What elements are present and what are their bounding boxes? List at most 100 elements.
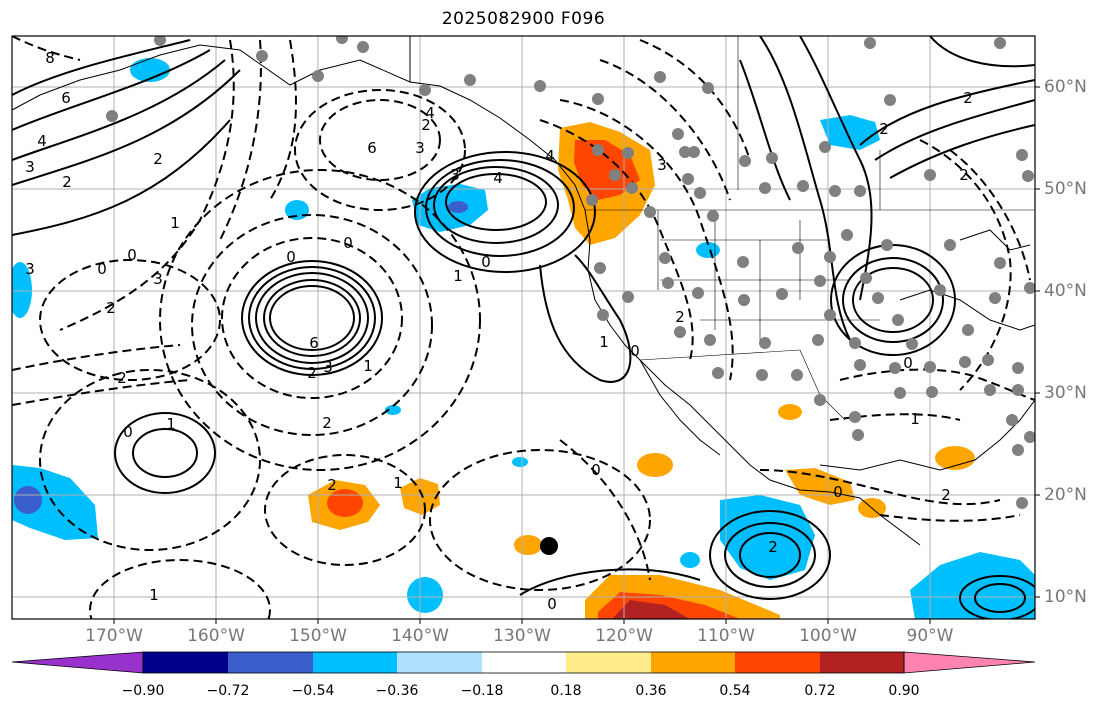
shade-negative-west xyxy=(12,465,98,540)
contour-label: 1 xyxy=(393,474,403,492)
contour-label: 0 xyxy=(547,595,557,613)
longitude-label: 90°W xyxy=(906,626,954,646)
contour-label: 6 xyxy=(309,334,319,352)
contour-label: 2 xyxy=(327,476,337,494)
latitude-label: 20°N xyxy=(1044,485,1087,505)
contour-label: 2 xyxy=(879,120,889,138)
contour-label: 3 xyxy=(323,358,333,376)
contour-labels: 8 6 4 3 2 2 1 0 3 0 3 2 6 3 2 4 3 4 6 3 … xyxy=(25,49,973,613)
longitude-label: 130°W xyxy=(493,626,551,646)
shade-negative-b xyxy=(130,58,170,82)
plot-frame xyxy=(11,35,1036,620)
shade-positive-south-deep xyxy=(612,600,690,619)
shade-positive-l xyxy=(935,446,975,470)
shade-positive-i xyxy=(778,404,802,420)
longitude-label: 100°W xyxy=(799,626,857,646)
contour-label: 2 xyxy=(941,486,951,504)
colorbar-tick-label: −0.72 xyxy=(206,683,250,699)
solid-contours xyxy=(12,36,1035,619)
contour-label: 3 xyxy=(25,260,35,278)
contour-label: 0 xyxy=(97,260,107,278)
contour-label: 2 xyxy=(963,89,973,107)
contour-label: 1 xyxy=(599,333,609,351)
contour-label: 4 xyxy=(545,147,555,165)
latitude-label: 30°N xyxy=(1044,383,1087,403)
latitude-label: 40°N xyxy=(1044,281,1087,301)
contour-label: 3 xyxy=(657,156,667,174)
coastlines xyxy=(12,36,1035,546)
contour-label: 3 xyxy=(415,139,425,157)
longitude-label: 110°W xyxy=(697,626,755,646)
contour-label: 2 xyxy=(117,369,127,387)
contour-label: 4 xyxy=(37,132,47,150)
shade-negative-west-core xyxy=(14,486,42,514)
latitude-label: 10°N xyxy=(1044,587,1087,607)
shade-negative-goa-core xyxy=(448,201,468,213)
contour-label: 0 xyxy=(127,246,137,264)
shade-negative-m xyxy=(407,577,443,613)
contour-label: 4 xyxy=(425,104,435,122)
shade-positive-j xyxy=(785,468,855,505)
shade-negative-o xyxy=(512,457,528,467)
contour-label: 0 xyxy=(833,483,843,501)
contour-label: 2 xyxy=(959,166,969,184)
contour-label: 3 xyxy=(25,158,35,176)
contour-label: 2 xyxy=(322,414,332,432)
shade-negative-p xyxy=(385,405,401,415)
contour-label: 0 xyxy=(903,354,913,372)
contour-label: 1 xyxy=(453,267,463,285)
colorbar-tick-label: 0.90 xyxy=(888,683,920,699)
contour-label: 2 xyxy=(106,299,116,317)
contour-label: 6 xyxy=(367,139,377,157)
colorbar-tick-label: 0.36 xyxy=(635,683,667,699)
contour-label: 2 xyxy=(153,150,163,168)
contour-label: 2 xyxy=(768,538,778,556)
shade-positive-h xyxy=(637,453,673,477)
colorbar-tick-label: −0.36 xyxy=(375,683,419,699)
contour-label: 1 xyxy=(363,357,373,375)
contour-label: 0 xyxy=(343,234,353,252)
contour-label: 0 xyxy=(123,423,133,441)
map-title: 2025082900 F096 xyxy=(441,9,606,29)
longitude-label: 140°W xyxy=(391,626,449,646)
shade-positive-g xyxy=(514,535,542,555)
longitude-label: 160°W xyxy=(187,626,245,646)
station-marker xyxy=(540,537,558,555)
shade-negative-n xyxy=(680,552,700,568)
contour-label: 3 xyxy=(450,166,460,184)
contour-label: 1 xyxy=(149,586,159,604)
colorbar-tick-label: 0.18 xyxy=(550,683,582,699)
contour-label: 2 xyxy=(675,308,685,326)
shade-negative-d xyxy=(696,242,720,258)
dashed-contours xyxy=(12,36,1035,619)
axis-ticks xyxy=(113,86,1040,624)
contour-label: 6 xyxy=(61,89,71,107)
contour-label: 2 xyxy=(62,173,72,191)
contour-label: 2 xyxy=(421,116,431,134)
colorbar-tick-label: −0.54 xyxy=(291,683,335,699)
latitude-label: 60°N xyxy=(1044,77,1087,97)
contour-label: 3 xyxy=(153,270,163,288)
shade-negative-carib xyxy=(910,552,1035,619)
contour-label: 0 xyxy=(286,248,296,266)
contour-label: 0 xyxy=(591,461,601,479)
longitude-label: 120°W xyxy=(595,626,653,646)
contour-label: 0 xyxy=(630,342,640,360)
colorbar-tick-label: 0.72 xyxy=(804,683,836,699)
contour-label: 1 xyxy=(170,214,180,232)
colorbar-tick-label: −0.18 xyxy=(460,683,504,699)
latitude-label: 50°N xyxy=(1044,179,1087,199)
colorbar-tick-label: 0.54 xyxy=(719,683,751,699)
longitude-label: 170°W xyxy=(85,626,143,646)
shade-positive-subtrop-core xyxy=(327,489,363,517)
contour-label: 8 xyxy=(45,49,55,67)
longitude-label: 150°W xyxy=(289,626,347,646)
contour-label: 2 xyxy=(307,364,317,382)
station-dots xyxy=(106,36,1035,509)
shade-negative-e xyxy=(12,262,32,318)
contour-label: 1 xyxy=(166,415,176,433)
colorbar-tick-label: −0.90 xyxy=(121,683,165,699)
contour-label: 0 xyxy=(481,253,491,271)
contour-label: 4 xyxy=(493,169,503,187)
